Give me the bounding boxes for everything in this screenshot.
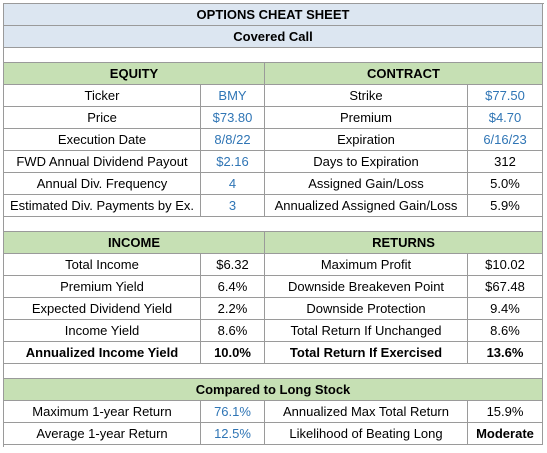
value-cell: 8.6%: [201, 320, 265, 342]
section-header: CONTRACT: [265, 63, 543, 85]
label-cell: Total Return If Unchanged: [265, 320, 468, 342]
label-cell: Ticker: [4, 85, 201, 107]
label-cell: Maximum Profit: [265, 254, 468, 276]
label-cell: Premium: [265, 107, 468, 129]
value-cell: 12.5%: [201, 423, 265, 445]
spacer: [4, 48, 543, 63]
border: [3, 3, 4, 447]
value-cell: 9.4%: [468, 298, 543, 320]
value-cell: 8/8/22: [201, 129, 265, 151]
sheet-title: OPTIONS CHEAT SHEET: [4, 4, 543, 26]
value-cell: $2.16: [201, 151, 265, 173]
label-cell: Income Yield: [4, 320, 201, 342]
border: [3, 3, 544, 4]
section-header: Compared to Long Stock: [4, 379, 543, 401]
value-cell: 3: [201, 195, 265, 217]
label-cell: Likelihood of Beating Long: [265, 423, 468, 445]
label-cell: Annualized Max Total Return: [265, 401, 468, 423]
label-cell: Estimated Div. Payments by Ex.: [4, 195, 201, 217]
value-cell: 8.6%: [468, 320, 543, 342]
sheet-subtitle: Covered Call: [4, 26, 543, 48]
value-cell: Moderate: [468, 423, 543, 445]
label-cell: Premium Yield: [4, 276, 201, 298]
label-cell: Downside Breakeven Point: [265, 276, 468, 298]
section-header: EQUITY: [4, 63, 265, 85]
label-cell: Execution Date: [4, 129, 201, 151]
label-cell: Days to Expiration: [265, 151, 468, 173]
value-cell: 5.9%: [468, 195, 543, 217]
value-cell: $77.50: [468, 85, 543, 107]
value-cell: 5.0%: [468, 173, 543, 195]
label-cell: Annual Div. Frequency: [4, 173, 201, 195]
label-cell: Price: [4, 107, 201, 129]
label-cell: Total Income: [4, 254, 201, 276]
label-cell: Strike: [265, 85, 468, 107]
value-cell: 4: [201, 173, 265, 195]
spacer: [4, 364, 543, 379]
section-header: RETURNS: [265, 232, 543, 254]
label-cell: Assigned Gain/Loss: [265, 173, 468, 195]
value-cell: 13.6%: [468, 342, 543, 364]
value-cell: $6.32: [201, 254, 265, 276]
value-cell: 76.1%: [201, 401, 265, 423]
section-header: INCOME: [4, 232, 265, 254]
value-cell: $67.48: [468, 276, 543, 298]
label-cell: Annualized Assigned Gain/Loss: [265, 195, 468, 217]
label-cell: Expected Dividend Yield: [4, 298, 201, 320]
value-cell: 15.9%: [468, 401, 543, 423]
label-cell: Expiration: [265, 129, 468, 151]
label-cell: Average 1-year Return: [4, 423, 201, 445]
label-cell: Annualized Income Yield: [4, 342, 201, 364]
value-cell: $73.80: [201, 107, 265, 129]
value-cell: 10.0%: [201, 342, 265, 364]
label-cell: Downside Protection: [265, 298, 468, 320]
label-cell: Maximum 1-year Return: [4, 401, 201, 423]
value-cell: $10.02: [468, 254, 543, 276]
label-cell: Total Return If Exercised: [265, 342, 468, 364]
spacer: [4, 217, 543, 232]
value-cell: BMY: [201, 85, 265, 107]
value-cell: 312: [468, 151, 543, 173]
value-cell: 2.2%: [201, 298, 265, 320]
value-cell: 6/16/23: [468, 129, 543, 151]
value-cell: $4.70: [468, 107, 543, 129]
value-cell: 6.4%: [201, 276, 265, 298]
label-cell: FWD Annual Dividend Payout: [4, 151, 201, 173]
